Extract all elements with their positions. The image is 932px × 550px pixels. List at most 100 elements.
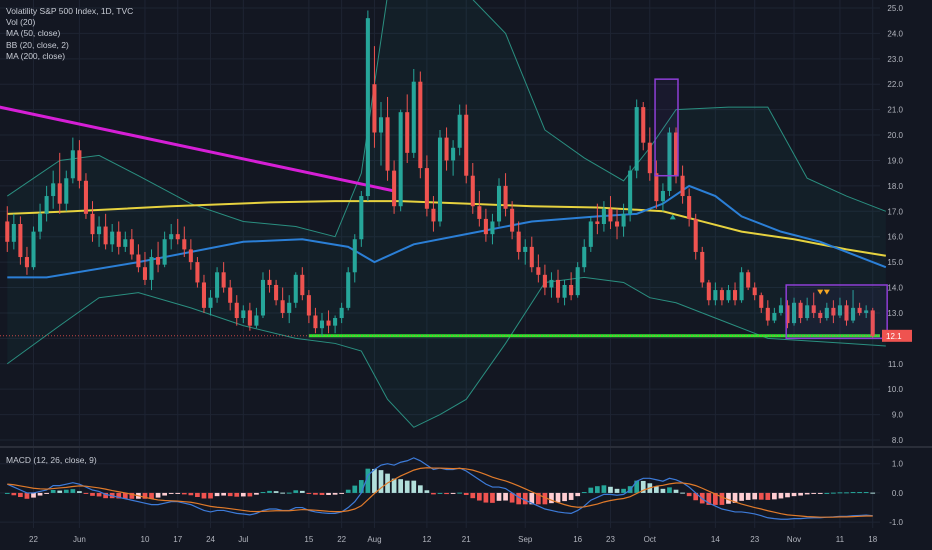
time-tick-label: Nov: [787, 535, 801, 544]
moving-averages: [7, 184, 887, 279]
macd-histogram-bar: [247, 492, 253, 497]
macd-histogram-bar: [706, 492, 712, 505]
candle-body: [824, 307, 829, 319]
candle-body: [247, 310, 252, 326]
macd-histogram-bar: [608, 486, 613, 493]
candle-body: [123, 239, 128, 247]
time-tick-label: Jun: [73, 535, 86, 544]
candle-body: [51, 183, 56, 197]
macd-histogram-bar: [299, 490, 305, 493]
price-tick-label: 9.0: [892, 411, 904, 420]
macd-histogram-bar: [70, 489, 76, 493]
candle-body: [24, 257, 29, 268]
candle-body: [614, 221, 620, 227]
time-tick-label: Oct: [644, 535, 657, 544]
price-tick-label: 25.0: [887, 4, 903, 13]
candle-body: [38, 213, 43, 232]
macd-histogram-bar: [568, 492, 574, 500]
candle-body: [424, 168, 429, 209]
macd-histogram-bar: [693, 492, 699, 501]
legend-vol[interactable]: Vol (20): [6, 17, 36, 28]
time-tick-label: Jul: [238, 535, 248, 544]
candle-body: [496, 185, 502, 222]
macd-histogram-bar: [267, 490, 272, 493]
macd-histogram-bar: [863, 492, 869, 494]
candle-body: [319, 320, 325, 329]
candle-body: [864, 310, 869, 313]
time-tick-label: 21: [462, 535, 471, 544]
macd-histogram-bar: [345, 489, 351, 493]
price-tick-label: 16.0: [887, 233, 903, 242]
macd-histogram-bar: [831, 492, 836, 494]
macd-histogram-bar: [129, 492, 135, 499]
candle-body: [103, 226, 108, 245]
macd-histogram-bar: [391, 478, 397, 493]
legend-bb[interactable]: BB (20, close, 2): [6, 39, 69, 50]
candle-body: [654, 173, 659, 202]
macd-histogram-bar: [503, 492, 508, 501]
macd-histogram-bar: [181, 492, 187, 495]
candle-body: [116, 231, 121, 247]
macd-histogram-bar: [522, 492, 528, 505]
macd-histogram-bar: [234, 492, 240, 497]
candle-body: [241, 310, 246, 319]
candle-body: [647, 142, 652, 174]
macd-histogram-bar: [424, 490, 430, 493]
legend-title[interactable]: Volatility S&P 500 Index, 1D, TVC: [6, 6, 134, 16]
price-tick-label: 8.0: [892, 436, 904, 445]
candle-body: [667, 132, 672, 191]
time-tick-label: 23: [750, 535, 759, 544]
candle-body: [352, 239, 357, 273]
candle-body: [719, 290, 724, 301]
candle-body: [333, 318, 338, 326]
macd-histogram-bar: [673, 489, 679, 493]
macd-histogram-bar: [352, 485, 358, 493]
macd-histogram-bar: [149, 492, 154, 499]
candle-body: [201, 282, 207, 308]
macd-histogram-bar: [44, 492, 49, 494]
candle-body: [398, 112, 403, 207]
price-tick-label: 23.0: [887, 55, 903, 64]
candle-body: [188, 249, 193, 263]
candle-body: [595, 221, 600, 224]
macd-histogram-bar: [470, 492, 476, 499]
bb-upper-line: [6, 0, 887, 238]
price-tick-label: 24.0: [887, 29, 903, 38]
candle-body: [798, 302, 803, 319]
candle-body: [378, 117, 384, 133]
macd-histogram-bar: [765, 492, 771, 500]
candle-body: [529, 246, 534, 268]
candle-body: [693, 218, 698, 252]
macd-histogram-bar: [640, 480, 646, 493]
macd-legend[interactable]: MACD (12, 26, close, 9): [6, 455, 97, 465]
candle-body: [57, 183, 62, 204]
macd-histogram-bar: [260, 492, 266, 494]
macd-histogram-bar: [680, 492, 685, 494]
price-tick-label: 18.0: [887, 182, 903, 191]
macd-histogram-bar: [798, 492, 803, 496]
legend-ma50[interactable]: MA (50, close): [6, 28, 61, 39]
highlight-box: [654, 78, 679, 177]
macd-histogram-bar: [490, 492, 495, 503]
candle-body: [818, 312, 823, 319]
macd-histogram-bar: [339, 492, 345, 494]
legend-ma200[interactable]: MA (200, close): [6, 50, 66, 61]
macd-histogram-bar: [214, 492, 220, 497]
sell-signal-marker: [823, 289, 830, 295]
macd-histogram-bar: [31, 492, 36, 498]
candle-body: [641, 107, 646, 143]
macd-histogram-bar: [594, 486, 600, 493]
descending-trendline: [0, 105, 395, 193]
candle-body: [569, 284, 574, 296]
time-tick-label: 11: [836, 535, 845, 544]
macd-histogram-bar: [4, 492, 10, 494]
macd-histogram-bar: [372, 468, 377, 493]
price-tick-label: 13.0: [887, 309, 903, 318]
signal-markers: [669, 214, 830, 295]
candle-body: [44, 196, 49, 214]
candle-body: [549, 279, 554, 288]
time-tick-label: 22: [29, 535, 38, 544]
macd-histogram-bar: [824, 492, 830, 494]
bb-fill: [7, 0, 886, 428]
